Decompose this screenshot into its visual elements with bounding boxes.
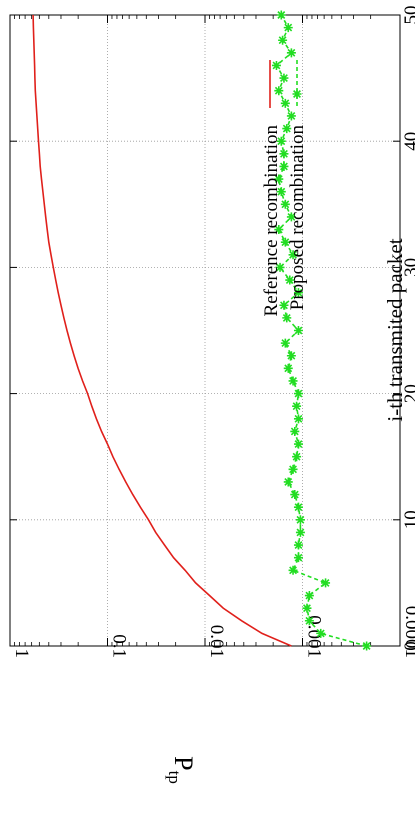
data-point: [286, 48, 296, 58]
y-axis-label-main: P: [169, 756, 198, 770]
data-point: [276, 10, 286, 20]
data-point: [275, 262, 285, 272]
data-point: [285, 275, 295, 285]
x-tick-label: 0: [401, 641, 415, 651]
data-point: [321, 578, 331, 588]
data-point: [274, 86, 284, 96]
data-point: [280, 237, 290, 247]
data-point: [279, 161, 289, 171]
series-line-0: [32, 14, 292, 647]
data-point: [274, 225, 284, 235]
data-point: [271, 60, 281, 70]
legend: Reference recombination Proposed recombi…: [261, 60, 308, 316]
data-point: [288, 376, 298, 386]
x-tick-label: 30: [401, 258, 415, 277]
data-point: [279, 73, 289, 83]
data-point: [276, 187, 286, 197]
data-point: [293, 326, 303, 335]
data-point: [293, 439, 303, 449]
data-point: [280, 338, 290, 348]
x-tick-label: 40: [401, 132, 415, 151]
x-tick-label: 50: [401, 6, 415, 25]
data-point: [293, 553, 303, 563]
y-tick-label: 0.0001: [401, 606, 415, 658]
data-point: [282, 124, 292, 134]
data-point: [292, 452, 302, 462]
data-point: [304, 591, 314, 601]
legend-marker-proposed: [292, 89, 302, 99]
data-point: [279, 300, 289, 310]
x-tick-label: 10: [401, 510, 415, 529]
grid-lines: [10, 15, 400, 646]
y-axis-label-subscript: tp: [165, 771, 184, 784]
data-point: [280, 98, 290, 108]
data-point: [286, 111, 296, 121]
data-point: [283, 363, 293, 373]
data-point: [283, 477, 293, 487]
x-tick-label: 20: [401, 384, 415, 403]
y-axis-label: Ptp: [165, 756, 198, 784]
data-point: [280, 199, 290, 209]
data-point: [279, 149, 289, 159]
data-point: [302, 603, 312, 613]
data-point: [288, 464, 298, 474]
data-point: [293, 414, 303, 424]
data-point: [316, 628, 326, 638]
series-line-1: [275, 14, 367, 647]
data-point: [286, 212, 296, 222]
data-point: [288, 565, 298, 575]
data-point: [304, 616, 314, 626]
legend-label-reference: Reference recombination: [261, 125, 282, 317]
data-point: [293, 502, 303, 512]
data-point: [274, 174, 284, 184]
data-point: [286, 351, 296, 361]
legend-star-icon: [292, 89, 302, 99]
data-point: [295, 515, 305, 525]
y-tick-label: 0.01: [206, 625, 227, 658]
data-point: [290, 426, 300, 436]
data-point: [293, 540, 303, 550]
x-axis-label: i-th transmited packet: [383, 238, 407, 421]
data-point: [362, 641, 372, 651]
data-point: [283, 23, 293, 33]
y-tick-label: 0.1: [109, 634, 130, 658]
data-point: [292, 401, 302, 411]
y-tick-label: 0.001: [304, 615, 325, 658]
data-point: [288, 250, 298, 260]
data-point: [282, 313, 292, 323]
series-layer: [32, 10, 372, 651]
data-point: [276, 136, 286, 146]
data-point: [293, 288, 303, 298]
data-point: [278, 35, 288, 45]
data-point: [290, 490, 300, 500]
y-tick-label: 1: [11, 649, 32, 659]
data-point: [295, 527, 305, 537]
data-point: [293, 389, 303, 399]
axis-ticks: 0 10 20 30 40 50 1 0.1 0.01 0.001 0.0001: [9, 6, 415, 659]
legend-label-proposed: Proposed recombination: [287, 125, 308, 311]
